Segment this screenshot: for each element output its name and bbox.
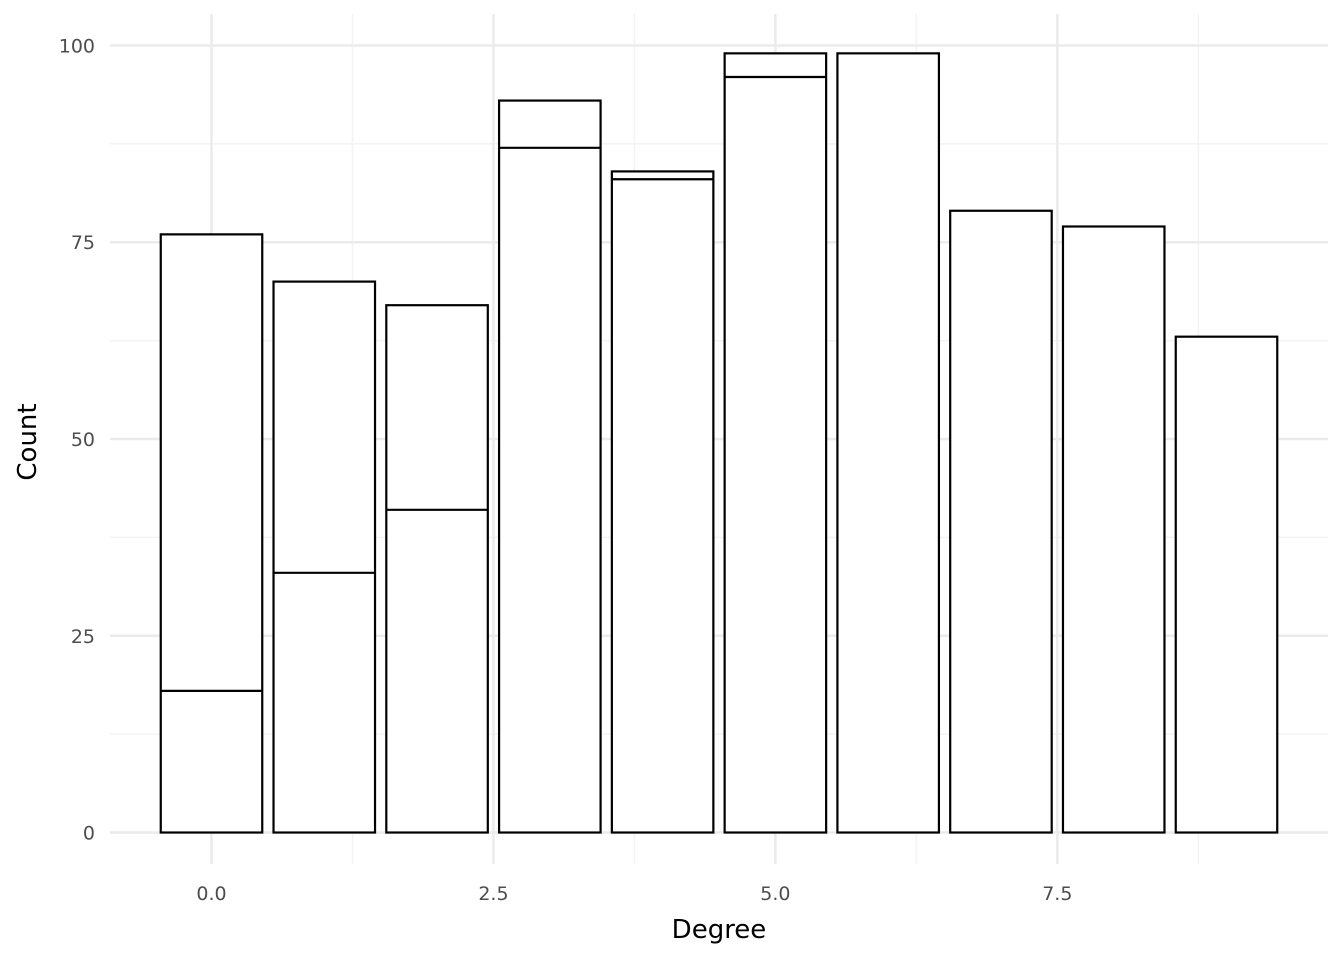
y-tick-label: 75 xyxy=(71,232,95,254)
histogram-bar xyxy=(497,99,602,834)
y-axis-ticks: 0 25 50 75 100 xyxy=(59,35,95,844)
y-tick-label: 100 xyxy=(59,35,95,57)
x-axis-ticks: 0.0 2.5 5.0 7.5 xyxy=(196,883,1072,905)
y-axis-title: Count xyxy=(13,403,43,480)
histogram-bar xyxy=(272,280,377,834)
histogram-bar xyxy=(159,233,264,834)
histogram-bar xyxy=(1061,225,1166,834)
x-axis-title: Degree xyxy=(672,915,767,945)
x-tick-label: 7.5 xyxy=(1042,883,1072,905)
histogram-bar xyxy=(610,170,715,834)
histogram-bar xyxy=(723,52,828,834)
x-tick-label: 2.5 xyxy=(478,883,508,905)
y-tick-label: 50 xyxy=(71,429,95,451)
x-tick-label: 5.0 xyxy=(760,883,790,905)
y-tick-label: 25 xyxy=(71,626,95,648)
x-tick-label: 0.0 xyxy=(196,883,226,905)
histogram-bar xyxy=(385,304,489,834)
y-tick-label: 0 xyxy=(83,823,95,845)
histogram-bar xyxy=(1174,335,1279,834)
histogram-bar xyxy=(949,209,1053,834)
bars xyxy=(159,52,1279,834)
histogram-bar xyxy=(836,52,941,834)
